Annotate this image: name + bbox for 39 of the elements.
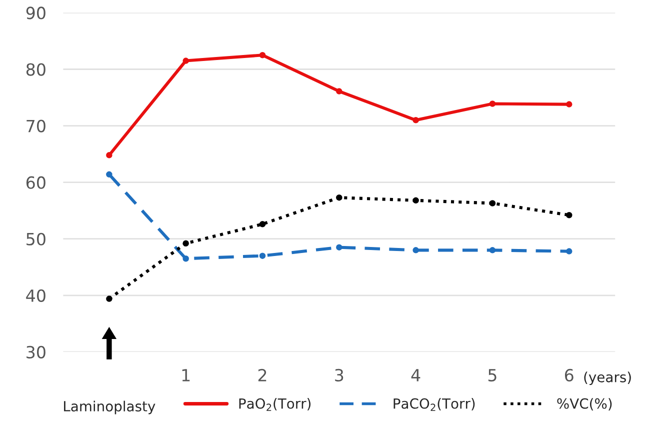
y-tick-label: 70	[26, 120, 46, 132]
x-tick-label: 2	[258, 368, 266, 382]
x-tick-label: 1	[182, 369, 190, 382]
point	[489, 247, 496, 254]
legend-label: %VC(%)	[557, 398, 612, 410]
x-tick-label: 6	[564, 368, 574, 382]
x-tick-label: 5	[488, 369, 496, 382]
y-tick-label: 50	[26, 232, 46, 246]
point	[412, 247, 419, 254]
y-tick-label: 80	[26, 63, 46, 76]
x-tick-label: 3	[335, 368, 344, 382]
point	[336, 194, 342, 201]
point	[566, 101, 572, 108]
legend-label: PaCO$_{2}$(Torr)	[394, 398, 475, 411]
point	[182, 256, 189, 262]
point	[106, 171, 112, 178]
point	[106, 152, 112, 158]
point	[489, 200, 496, 206]
y-tick-label: 40	[26, 289, 46, 302]
text: Laminoplasty	[64, 400, 156, 414]
point	[336, 88, 342, 94]
point	[259, 252, 266, 259]
y-tick-label: 30	[26, 346, 46, 358]
point	[489, 100, 496, 107]
point	[259, 52, 266, 58]
y-tick-label: 60	[26, 176, 46, 189]
point	[412, 117, 419, 124]
legend-label: PaO$_{2}$(Torr)	[239, 398, 310, 411]
point	[566, 248, 572, 254]
y-tick-label: 90	[26, 6, 46, 20]
point	[182, 240, 189, 246]
point	[336, 244, 342, 250]
text: (years)	[584, 372, 631, 386]
x-tick-label: 4	[411, 369, 420, 382]
point	[412, 197, 419, 204]
point	[182, 58, 189, 64]
point	[106, 296, 112, 302]
point	[259, 221, 266, 228]
point	[566, 212, 572, 218]
